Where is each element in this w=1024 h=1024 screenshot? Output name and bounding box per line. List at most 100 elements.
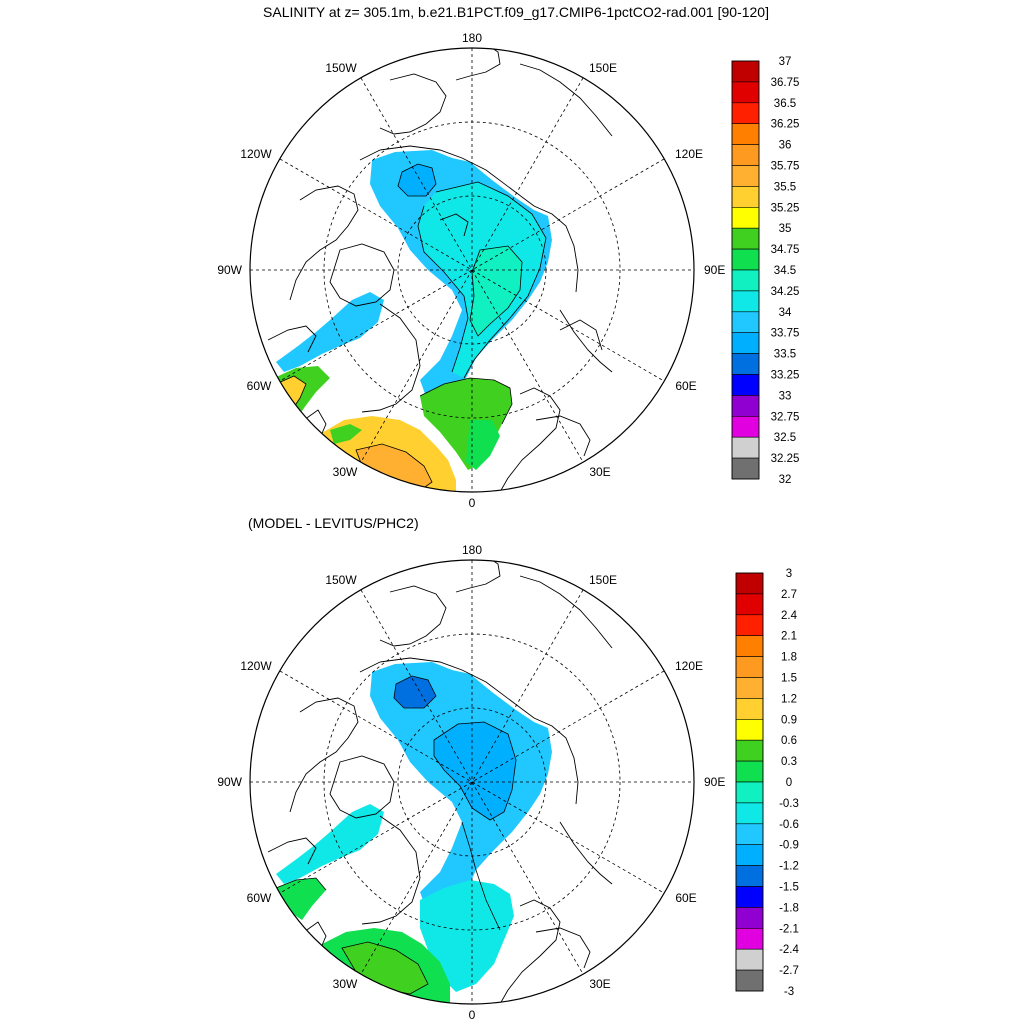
bottom-colorbar-swatch — [735, 656, 764, 678]
bottom-colorbar-tick-label: 2.1 — [781, 631, 797, 643]
top-label-90e: 90E — [704, 263, 725, 277]
top-label-150e: 150E — [589, 61, 617, 75]
top-colorbar-swatch — [731, 165, 760, 187]
bottom-colorbar-tick-label: -1.8 — [779, 902, 799, 914]
bottom-colorbar-tick-label: -2.4 — [779, 944, 799, 956]
bottom-label-120e: 120E — [675, 659, 703, 673]
top-colorbar-tick-label: 37 — [779, 56, 792, 68]
bottom-colorbar-tick-label: -0.3 — [779, 798, 799, 810]
bottom-colorbar-swatch — [735, 572, 764, 595]
top-colorbar-swatch — [731, 144, 760, 166]
top-label-180: 180 — [462, 31, 482, 45]
diff-title: (MODEL - LEVITUS/PHC2) — [248, 515, 419, 531]
top-colorbar-tick-label: 33.5 — [774, 349, 796, 361]
top-colorbar-swatch — [731, 207, 760, 229]
top-label-120e: 120E — [675, 147, 703, 161]
top-colorbar-swatch — [731, 290, 760, 313]
bottom-colorbar-swatch — [735, 969, 764, 992]
bottom-colorbar-tick-label: 2.7 — [781, 589, 797, 601]
top-colorbar-tick-label: 35.25 — [771, 202, 800, 214]
bottom-colorbar-tick-label: 1.2 — [781, 693, 797, 705]
bottom-map-border — [249, 559, 695, 1005]
top-colorbar-tick-label: 34 — [779, 307, 792, 319]
bottom-colorbar-swatch — [735, 677, 764, 699]
bottom-colorbar-swatch — [735, 614, 764, 636]
top-label-90w: 90W — [217, 263, 242, 277]
bottom-colorbar-swatch — [735, 698, 764, 720]
bottom-colorbar-tick-label: 0.9 — [781, 714, 797, 726]
bottom-colorbar-tick-label: -3 — [784, 986, 794, 998]
bottom-contours — [275, 821, 501, 931]
bottom-label-30e: 30E — [589, 977, 610, 991]
bottom-map-labels: 180 0 90W 90E 120W 150W 150E 120E 60W 30… — [217, 543, 725, 1022]
top-colorbar-swatch — [731, 102, 760, 125]
top-colorbar-swatch — [731, 415, 760, 438]
bottom-coastlines — [267, 560, 613, 1004]
bottom-label-60w: 60W — [247, 891, 272, 905]
bottom-colorbar-swatch — [735, 823, 764, 845]
bottom-colorbar-swatch — [735, 948, 764, 971]
top-label-60e: 60E — [675, 379, 696, 393]
bottom-graticule — [250, 560, 694, 1004]
top-colorbar-tick-label: 32 — [779, 474, 792, 486]
top-colorbar-tick-label: 32.25 — [771, 453, 800, 465]
top-colorbar-swatch — [731, 395, 760, 417]
top-colorbar-tick-label: 33 — [779, 390, 792, 402]
top-colorbar-swatch — [731, 436, 760, 459]
top-colorbar-swatch — [731, 227, 760, 250]
bottom-label-0: 0 — [469, 1008, 476, 1022]
bottom-colorbar-tick-label: 0.6 — [781, 735, 797, 747]
bottom-colorbar-frame — [735, 572, 764, 992]
bottom-colorbar-swatch — [735, 781, 764, 804]
top-colorbar-swatch — [731, 374, 760, 396]
top-colorbar-swatch — [731, 353, 760, 375]
bottom-colorbar-tick-label: 0.3 — [781, 756, 797, 768]
bottom-map: 180 0 90W 90E 120W 150W 150E 120E 60W 30… — [217, 543, 725, 1022]
bottom-colorbar-swatch — [735, 802, 764, 825]
bottom-colorbar-swatch — [735, 865, 764, 887]
top-label-30e: 30E — [589, 465, 610, 479]
figure-title: SALINITY at z= 305.1m, b.e21.B1PCT.f09_g… — [263, 4, 769, 20]
top-label-30w: 30W — [333, 465, 358, 479]
top-graticule — [250, 48, 694, 492]
top-colorbar-tick-label: 35 — [779, 223, 792, 235]
bottom-diff-field-baffin — [276, 804, 384, 884]
top-coastlines — [267, 48, 613, 492]
bottom-colorbar-swatch — [735, 739, 764, 762]
bottom-colorbar-tick-label: -0.9 — [779, 840, 799, 852]
top-colorbar-swatch — [731, 60, 760, 83]
bottom-colorbar-tick-label: -1.2 — [779, 861, 799, 873]
bottom-colorbar-swatch — [735, 593, 764, 616]
top-colorbar-tick-label: 36.5 — [774, 98, 796, 110]
top-colorbar-tick-label: 36 — [779, 140, 792, 152]
bottom-label-180: 180 — [462, 543, 482, 557]
bottom-colorbar-tick-label: 0 — [786, 777, 792, 789]
bottom-colorbar-swatch — [735, 907, 764, 929]
bottom-label-150e: 150E — [589, 573, 617, 587]
bottom-label-150w: 150W — [325, 573, 357, 587]
top-colorbar-tick-label: 35.75 — [771, 161, 800, 173]
top-salinity-field-teal-core — [470, 246, 522, 336]
bottom-colorbar-tick-label: 1.5 — [781, 673, 797, 685]
top-map: 180 0 90W 90E 120W 150W 150E 120E 60W 30… — [217, 31, 725, 510]
top-map-border — [249, 47, 695, 493]
top-label-60w: 60W — [247, 379, 272, 393]
top-colorbar-tick-label: 32.5 — [774, 432, 796, 444]
bottom-label-30w: 30W — [333, 977, 358, 991]
top-colorbar-tick-label: 36.75 — [771, 77, 800, 89]
top-colorbar-swatch — [731, 457, 760, 480]
top-colorbar-tick-label: 33.75 — [771, 328, 800, 340]
bottom-colorbar-swatch — [735, 886, 764, 908]
top-colorbar-swatch — [731, 81, 760, 104]
top-colorbar-swatch — [731, 248, 760, 271]
top-colorbar-swatch — [731, 332, 760, 354]
top-colorbar-tick-label: 34.75 — [771, 244, 800, 256]
bottom-colorbar-tick-label: -0.6 — [779, 819, 799, 831]
top-colorbar-swatch — [731, 123, 760, 145]
bottom-colorbar-tick-label: 3 — [786, 568, 792, 580]
bottom-label-60e: 60E — [675, 891, 696, 905]
top-colorbar-swatch — [731, 269, 760, 292]
top-label-0: 0 — [469, 496, 476, 510]
bottom-label-120w: 120W — [240, 659, 272, 673]
